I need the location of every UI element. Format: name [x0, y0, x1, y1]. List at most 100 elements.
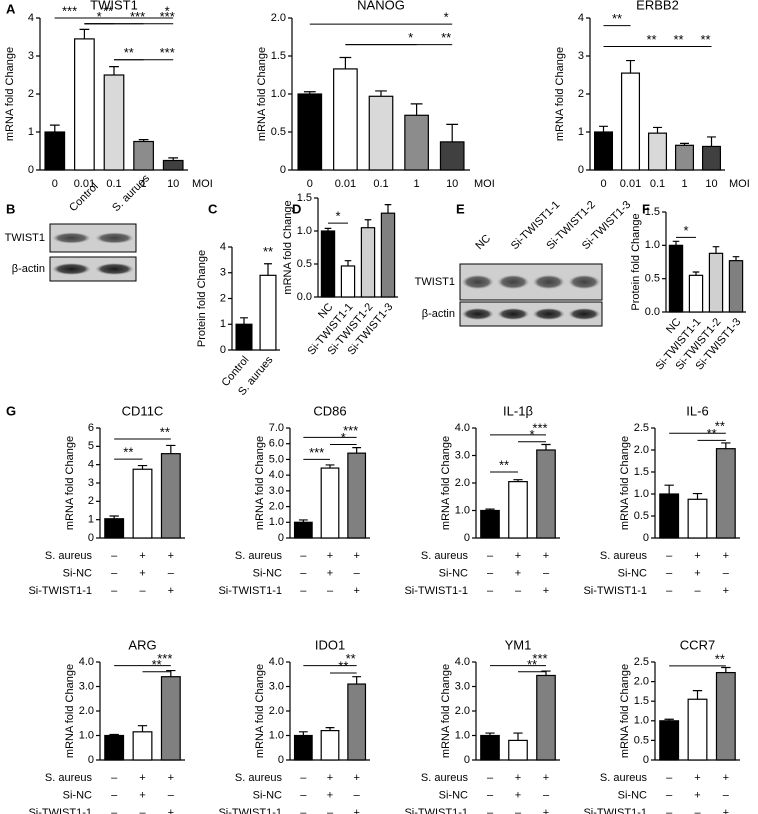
- significance-label: *: [341, 430, 346, 445]
- condition-label: S. aureus: [235, 772, 283, 784]
- y-tick-label: 3: [578, 50, 584, 62]
- y-tick-label: 2.5: [634, 422, 649, 434]
- x-tick-label: 0.01: [620, 178, 641, 190]
- significance-label: *: [97, 9, 102, 24]
- y-tick-label: 0: [280, 164, 286, 176]
- condition-sign: +: [694, 772, 700, 784]
- error-bar: [626, 59, 635, 74]
- condition-sign: –: [111, 567, 118, 579]
- x-tick-label: 10: [705, 178, 717, 190]
- y-tick-label: 3: [220, 267, 226, 279]
- error-bar: [138, 139, 149, 142]
- error-bar: [485, 508, 495, 511]
- blot-band: [461, 308, 494, 320]
- condition-sign: –: [327, 585, 334, 597]
- x-tick-label: 0.1: [373, 178, 388, 190]
- condition-sign: –: [111, 585, 118, 597]
- y-tick-label: 4.0: [455, 422, 470, 434]
- y-tick-label: 2.0: [271, 12, 286, 24]
- error-bar: [712, 246, 720, 254]
- condition-sign: +: [327, 789, 333, 801]
- y-tick-label: 4.0: [269, 469, 284, 481]
- error-bar: [732, 256, 740, 261]
- y-tick-label: 0: [464, 754, 470, 766]
- bar: [480, 509, 500, 539]
- error-bar: [137, 464, 148, 470]
- y-tick-label: 4.0: [455, 656, 470, 668]
- bar: [132, 468, 153, 539]
- bar: [480, 734, 500, 761]
- bar: [347, 683, 367, 761]
- condition-sign: –: [300, 567, 307, 579]
- condition-sign: +: [723, 807, 729, 814]
- significance-label: *: [165, 3, 170, 18]
- bar: [74, 38, 95, 171]
- y-tick-label: 4: [578, 12, 584, 24]
- significance-label: ***: [160, 45, 175, 60]
- blot-band: [568, 308, 601, 320]
- y-axis-label: mRNA fold Change: [282, 200, 294, 294]
- condition-sign: +: [327, 550, 333, 562]
- condition-sign: –: [666, 567, 673, 579]
- condition-sign: +: [139, 772, 145, 784]
- condition-label: Si-NC: [253, 567, 282, 579]
- condition-sign: –: [111, 550, 118, 562]
- blot-band: [497, 274, 530, 290]
- bar: [593, 131, 614, 171]
- condition-sign: –: [487, 772, 494, 784]
- y-tick-label: 2: [28, 88, 34, 100]
- y-tick-label: 3.0: [455, 449, 470, 461]
- significance-label: **: [707, 426, 717, 441]
- y-tick-label: 0.5: [271, 126, 286, 138]
- significance-label: **: [715, 419, 725, 434]
- panel-label: D: [292, 201, 301, 216]
- y-tick-label: 0: [88, 754, 94, 766]
- significance-label: **: [103, 3, 113, 18]
- blot-row-label: β-actin: [422, 308, 455, 320]
- panel-label: E: [456, 201, 465, 216]
- condition-label: Si-TWIST1-1: [583, 585, 647, 597]
- condition-label: Si-TWIST1-1: [404, 585, 468, 597]
- condition-sign: –: [300, 807, 307, 814]
- x-tick-label: 1: [141, 178, 147, 190]
- significance-label: **: [123, 445, 133, 460]
- y-tick-label: 0.0: [645, 306, 660, 318]
- bar: [508, 739, 528, 761]
- x-tick-label: 10: [167, 178, 179, 190]
- y-tick-label: 0: [278, 754, 284, 766]
- y-tick-label: 3: [88, 477, 94, 489]
- condition-label: Si-TWIST1-1: [218, 807, 282, 814]
- y-tick-label: 6: [88, 422, 94, 434]
- condition-label: S. aureus: [235, 550, 283, 562]
- condition-sign: –: [327, 807, 334, 814]
- chart-title: ERBB2: [636, 0, 679, 12]
- y-axis-label: mRNA fold Change: [554, 47, 566, 141]
- y-axis-label: mRNA fold Change: [440, 664, 452, 758]
- condition-sign: +: [515, 789, 521, 801]
- condition-sign: +: [543, 807, 549, 814]
- bar: [708, 252, 724, 313]
- significance-label: ***: [532, 420, 547, 435]
- condition-label: S. aureus: [600, 772, 648, 784]
- chart-title: ARG: [128, 637, 156, 652]
- condition-label: Si-NC: [439, 789, 468, 801]
- condition-sign: –: [300, 772, 307, 784]
- condition-sign: –: [300, 550, 307, 562]
- significance-label: **: [673, 32, 683, 47]
- bar: [44, 131, 66, 171]
- y-axis-label: mRNA fold Change: [64, 436, 76, 530]
- error-bar: [672, 240, 680, 246]
- y-tick-label: 6.0: [269, 438, 284, 450]
- bar: [133, 140, 154, 171]
- chart-title: NANOG: [357, 0, 405, 12]
- error-bar: [599, 125, 608, 132]
- error-bar: [298, 519, 308, 523]
- x-axis-label: MOI: [729, 178, 750, 190]
- chart-title: CD11C: [122, 403, 164, 418]
- blot-lane-label: NC: [473, 232, 493, 252]
- condition-sign: –: [168, 789, 175, 801]
- bar: [320, 729, 340, 761]
- condition-sign: –: [723, 567, 730, 579]
- condition-label: Si-NC: [63, 789, 92, 801]
- significance-label: **: [346, 651, 356, 666]
